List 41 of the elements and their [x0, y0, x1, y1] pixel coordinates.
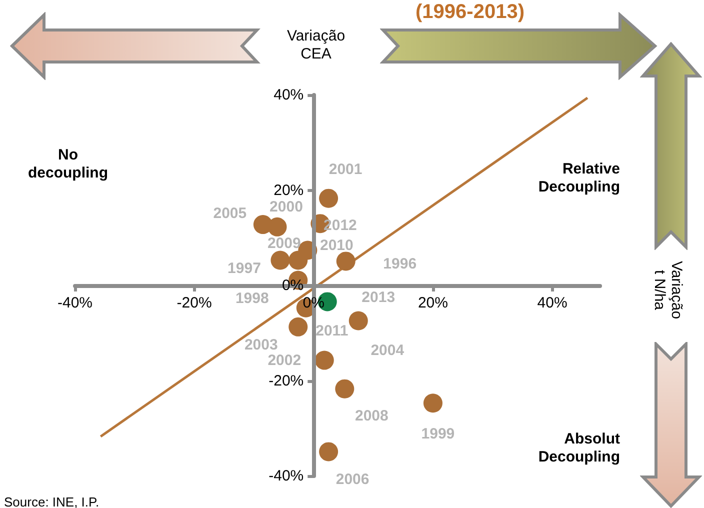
point	[336, 252, 356, 271]
annotation: No decoupling	[28, 146, 108, 182]
annotation: 2011	[316, 322, 348, 340]
annotation: 1997	[228, 260, 261, 277]
annotation: 1999	[421, 426, 455, 443]
x-tick-label: -40%	[57, 294, 93, 312]
annotation: 1996	[383, 256, 417, 273]
x-tick-label: 20%	[418, 294, 448, 312]
annotation: 2000	[270, 198, 303, 216]
point	[288, 317, 308, 336]
annotation: 2006	[336, 471, 370, 488]
y-tick-label: 40%	[274, 86, 304, 104]
y-tick-label: 20%	[274, 182, 304, 199]
annotation: Relative Decoupling	[538, 160, 620, 196]
y-tick-label: -40%	[268, 468, 304, 484]
annotation: 2013	[362, 289, 396, 306]
annotation: 2003	[244, 336, 278, 354]
y-axis-title: Variação t N/ha	[651, 260, 685, 320]
point	[253, 215, 272, 234]
chart-title: (1996-2013)	[416, 1, 524, 23]
annotation: 2002	[268, 352, 302, 369]
annotation: 2005	[213, 205, 247, 222]
annotation: 2004	[370, 342, 405, 360]
source-note: Source: INE, I.P.	[4, 494, 100, 508]
point	[319, 442, 338, 462]
annotation: 2008	[354, 407, 388, 424]
y-tick-label: -20%	[268, 372, 304, 390]
annotation: Absolut Decoupling	[538, 430, 620, 466]
point	[319, 188, 338, 208]
annotation: 1998	[235, 290, 269, 307]
annotation: 2009	[267, 234, 301, 252]
annotation: 2010	[320, 236, 354, 254]
point	[270, 250, 290, 270]
point	[335, 379, 354, 398]
point	[423, 394, 442, 413]
x-tick-label: -20%	[176, 294, 212, 312]
point	[348, 311, 368, 330]
x-axis-title: Variação CEA	[286, 28, 346, 62]
x-tick-label: 40%	[537, 294, 568, 312]
annotation: 2001	[328, 160, 362, 178]
point	[314, 350, 334, 370]
